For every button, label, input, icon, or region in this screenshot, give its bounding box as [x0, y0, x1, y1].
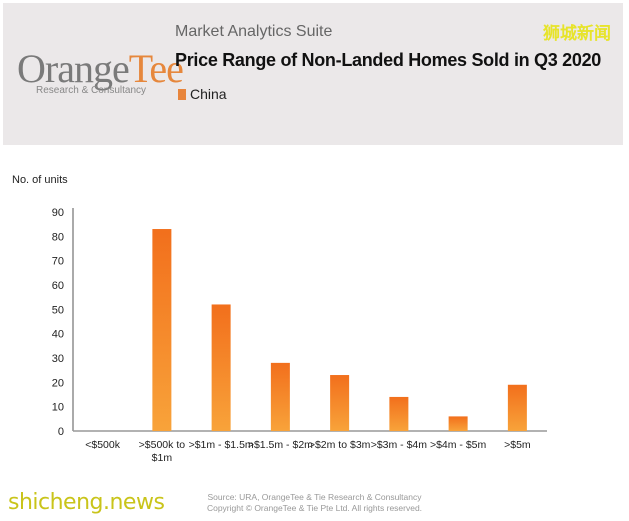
- y-tick-label: 20: [52, 377, 64, 389]
- x-tick-label: <$500k: [85, 439, 120, 451]
- y-tick-label: 60: [52, 280, 64, 292]
- y-tick-label: 50: [52, 304, 64, 316]
- y-tick-label: 40: [52, 329, 64, 341]
- legend: China: [178, 86, 227, 102]
- source-text: Source: URA, OrangeTee & Tie Research & …: [207, 492, 422, 502]
- y-axis-label: No. of units: [12, 174, 68, 186]
- y-tick-label: 0: [58, 426, 64, 438]
- logo-accent: Tee: [128, 46, 184, 91]
- x-tick-label: >$1.5m - $2m: [248, 439, 313, 451]
- bar: [389, 396, 409, 431]
- y-tick-label: 10: [52, 402, 64, 414]
- orangetee-logo: OrangeTee: [17, 45, 184, 92]
- footer: Source: URA, OrangeTee & Tie Research & …: [0, 492, 629, 514]
- x-tick-label: >$3m - $4m: [371, 439, 428, 451]
- logo-text: Orange: [17, 46, 130, 91]
- chart-title: Price Range of Non-Landed Homes Sold in …: [175, 50, 601, 70]
- suite-name: Market Analytics Suite: [175, 23, 333, 40]
- bar: [270, 362, 290, 431]
- logo-subtitle: Research & Consultancy: [36, 85, 147, 96]
- x-tick-label: >$2m to $3m: [309, 439, 371, 451]
- bar: [507, 384, 527, 431]
- legend-swatch: [178, 88, 186, 100]
- watermark-en: shicheng.news: [8, 490, 165, 515]
- y-tick-label: 80: [52, 231, 64, 243]
- legend-label: China: [190, 86, 227, 102]
- bar: [330, 375, 350, 431]
- x-tick-label: >$4m - $5m: [430, 439, 487, 451]
- bar: [448, 416, 468, 431]
- x-tick-label: >$5m: [504, 439, 531, 451]
- bar: [152, 229, 172, 431]
- x-tick-label: >$1m - $1.5m: [189, 439, 254, 451]
- bar: [211, 304, 231, 431]
- y-tick-label: 30: [52, 353, 64, 365]
- y-tick-label: 90: [52, 207, 64, 219]
- header-banner: OrangeTee Research & Consultancy Market …: [3, 3, 623, 145]
- copyright-text: Copyright © OrangeTee & Tie Pte Ltd. All…: [206, 503, 423, 513]
- watermark-cn: 狮城新闻: [543, 24, 611, 43]
- x-tick-label: >$500k to $1m: [139, 439, 186, 464]
- y-tick-label: 70: [52, 256, 64, 268]
